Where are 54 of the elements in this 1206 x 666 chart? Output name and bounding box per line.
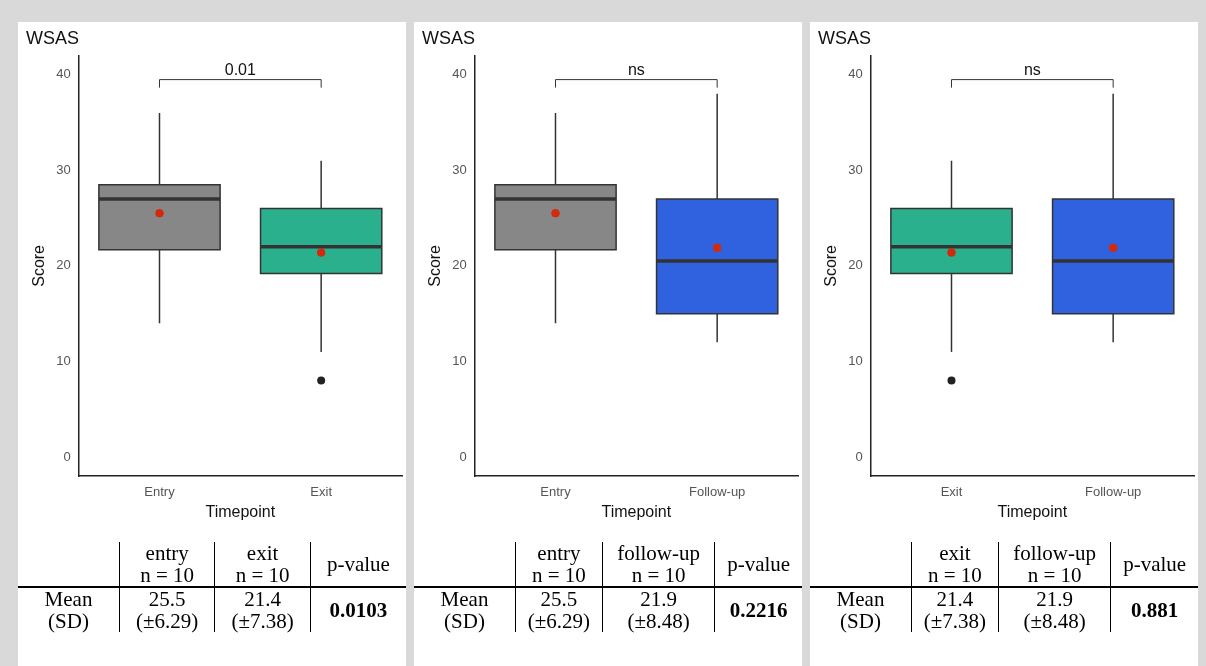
text: exit n = 10 xyxy=(911,541,999,587)
text: 21.4 (±7.38) xyxy=(214,587,311,633)
y-tick-label: 30 xyxy=(56,161,71,177)
text: 25.5 (±6.29) xyxy=(119,587,215,633)
y-tick-label: 0 xyxy=(459,448,467,464)
y-tick-label: 0 xyxy=(855,448,863,464)
y-tick-label: 10 xyxy=(848,353,863,369)
annotation: 0.01 xyxy=(224,61,256,79)
text: entry n = 10 xyxy=(515,541,603,587)
text: entry n = 10 xyxy=(119,541,215,587)
x-tick-label: Exit xyxy=(310,483,333,499)
text: Mean (SD) xyxy=(810,587,912,633)
x-tick-label: Entry xyxy=(144,483,176,499)
text: 0.2216 xyxy=(714,587,802,632)
chart-title: WSAS xyxy=(26,27,80,48)
x-tick-label: Follow-up xyxy=(1084,483,1142,499)
text: 25.5 (±6.29) xyxy=(515,587,603,633)
y-tick-label: 30 xyxy=(452,161,467,177)
x-axis-title: Timepoint xyxy=(205,502,276,520)
x-tick-label: Exit xyxy=(940,483,963,499)
text: 0.881 xyxy=(1110,587,1198,632)
text: 21.9 (±8.48) xyxy=(602,587,715,633)
text: 21.9 (±8.48) xyxy=(998,587,1111,633)
y-axis-title: Score xyxy=(30,244,48,287)
y-tick-label: 0 xyxy=(63,448,71,464)
text: p-value xyxy=(1110,542,1198,587)
text: follow-up n = 10 xyxy=(602,541,715,587)
text: Mean (SD) xyxy=(414,587,516,633)
y-tick-label: 20 xyxy=(848,257,863,273)
x-tick-label: Entry xyxy=(540,483,572,499)
y-tick-label: 10 xyxy=(56,353,71,369)
annotation: ns xyxy=(627,61,645,79)
chart-title: WSAS xyxy=(422,27,476,48)
y-tick-label: 20 xyxy=(452,257,467,273)
text: follow-up n = 10 xyxy=(998,541,1111,587)
y-tick-label: 30 xyxy=(848,161,863,177)
y-axis-title: Score xyxy=(822,244,840,287)
y-tick-label: 40 xyxy=(56,66,71,82)
text: Mean (SD) xyxy=(18,587,120,633)
x-axis-title: Timepoint xyxy=(601,502,672,520)
y-tick-label: 10 xyxy=(452,353,467,369)
y-tick-label: 40 xyxy=(452,66,467,82)
text: exit n = 10 xyxy=(214,541,311,587)
x-axis-title: Timepoint xyxy=(997,502,1068,520)
y-tick-label: 40 xyxy=(848,66,863,82)
chart-title: WSAS xyxy=(818,27,872,48)
text: 21.4 (±7.38) xyxy=(911,587,999,633)
x-tick-label: Follow-up xyxy=(688,483,746,499)
annotation: ns xyxy=(1023,61,1041,79)
text: p-value xyxy=(310,542,406,587)
y-tick-label: 20 xyxy=(56,257,71,273)
y-axis-title: Score xyxy=(426,244,444,287)
text: p-value xyxy=(714,542,802,587)
text: 0.0103 xyxy=(310,587,406,632)
